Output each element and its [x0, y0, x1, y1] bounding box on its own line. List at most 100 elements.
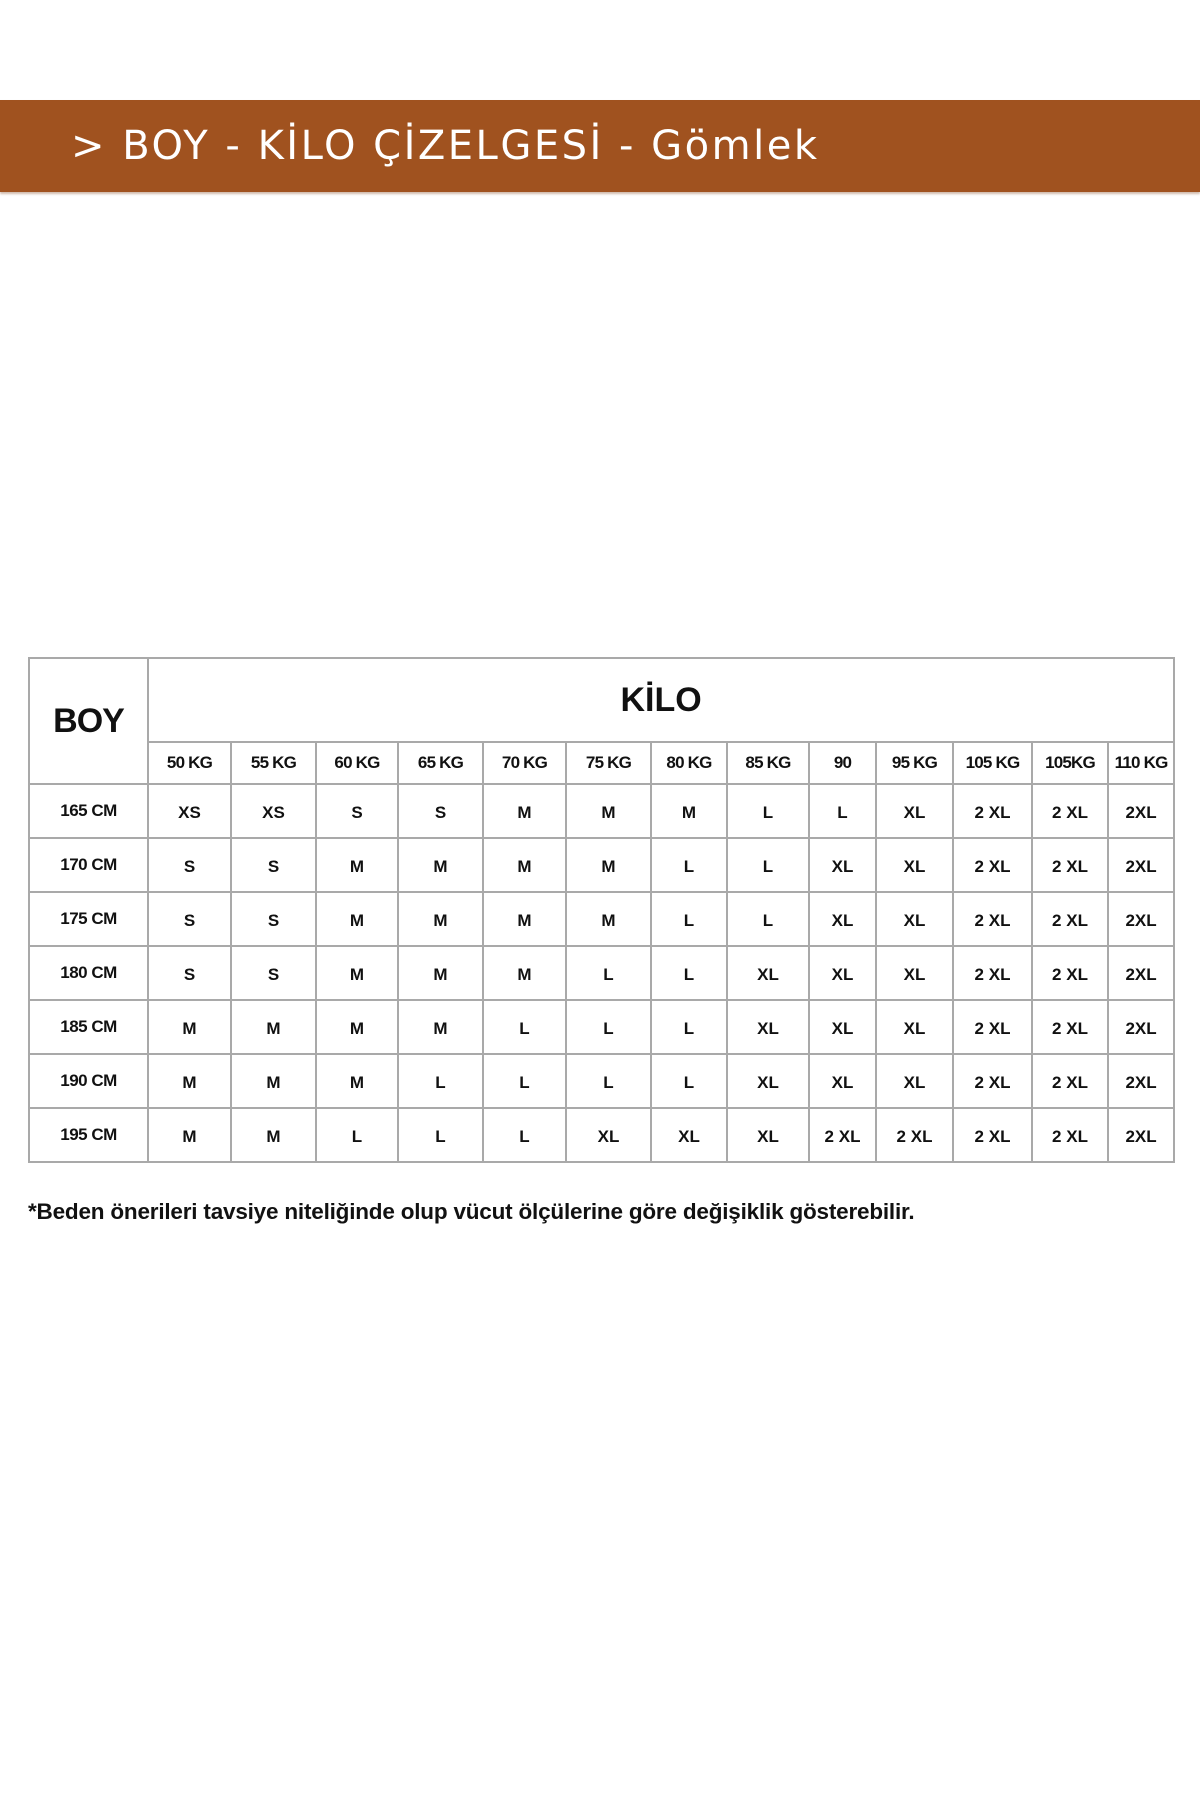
size-cell: M: [230, 1107, 317, 1163]
size-cell: XL: [875, 999, 954, 1055]
size-cell: L: [565, 945, 652, 1001]
size-cell: L: [726, 891, 810, 947]
size-cell: 2 XL: [1031, 837, 1109, 893]
weight-header: 90: [808, 741, 877, 785]
table-row: 170 CM S S M M M M L L XL XL 2 XL 2 XL 2XL: [28, 837, 1176, 893]
size-cell: L: [397, 1107, 484, 1163]
weight-header: 95 KG: [875, 741, 954, 785]
size-cell: 2XL: [1106, 999, 1176, 1055]
size-cell: L: [565, 999, 652, 1055]
size-cell: S: [147, 837, 232, 893]
size-cell: L: [808, 783, 877, 839]
table-row: 190 CM M M M L L L L XL XL XL 2 XL 2 XL 2XL: [28, 1053, 1176, 1109]
size-cell: S: [230, 945, 317, 1001]
size-cell: 2 XL: [952, 783, 1033, 839]
size-cell: L: [650, 837, 728, 893]
size-cell: M: [565, 783, 652, 839]
size-cell: 2 XL: [1031, 999, 1109, 1055]
size-cell: M: [482, 945, 567, 1001]
size-cell: XL: [875, 891, 954, 947]
size-cell: L: [650, 891, 728, 947]
size-cell: XL: [808, 837, 877, 893]
table-row: 180 CM S S M M M L L XL XL XL 2 XL 2 XL 2XL: [28, 945, 1176, 1001]
weight-header: 110 KG: [1106, 741, 1176, 785]
weight-header: 55 KG: [230, 741, 317, 785]
size-cell: L: [650, 999, 728, 1055]
table-row: 165 CM XS XS S S M M M L L XL 2 XL 2 XL 2XL: [28, 783, 1176, 839]
height-label: 190 CM: [28, 1053, 149, 1109]
kilo-header: KİLO: [146, 657, 1176, 743]
size-cell: XL: [875, 837, 954, 893]
size-cell: L: [397, 1053, 484, 1109]
size-cell: S: [147, 891, 232, 947]
size-cell: M: [315, 945, 399, 1001]
size-cell: M: [230, 999, 317, 1055]
size-cell: M: [650, 783, 728, 839]
size-cell: XS: [147, 783, 232, 839]
size-cell: XL: [565, 1107, 652, 1163]
size-cell: M: [482, 783, 567, 839]
size-cell: XL: [650, 1107, 728, 1163]
size-cell: 2 XL: [808, 1107, 877, 1163]
size-cell: L: [482, 1053, 567, 1109]
size-cell: 2 XL: [1031, 1053, 1109, 1109]
size-cell: M: [565, 891, 652, 947]
height-label: 165 CM: [28, 783, 149, 839]
size-cell: 2 XL: [952, 1107, 1033, 1163]
size-cell: M: [397, 999, 484, 1055]
weight-header: 105KG: [1031, 741, 1109, 785]
table-row: 175 CM S S M M M M L L XL XL 2 XL 2 XL 2XL: [28, 891, 1176, 947]
size-cell: L: [650, 945, 728, 1001]
size-cell: 2 XL: [952, 945, 1033, 1001]
size-cell: XL: [808, 891, 877, 947]
size-cell: M: [397, 945, 484, 1001]
size-cell: XL: [875, 1053, 954, 1109]
size-cell: L: [565, 1053, 652, 1109]
height-label: 185 CM: [28, 999, 149, 1055]
size-cell: 2 XL: [952, 891, 1033, 947]
size-cell: XL: [808, 999, 877, 1055]
height-label: 195 CM: [28, 1107, 149, 1163]
size-cell: XL: [726, 945, 810, 1001]
size-cell: 2 XL: [952, 1053, 1033, 1109]
size-cell: M: [147, 999, 232, 1055]
size-cell: S: [397, 783, 484, 839]
size-cell: 2 XL: [875, 1107, 954, 1163]
size-cell: XL: [875, 945, 954, 1001]
size-cell: S: [315, 783, 399, 839]
size-cell: XL: [808, 945, 877, 1001]
table-row: 185 CM M M M M L L L XL XL XL 2 XL 2 XL 2XL: [28, 999, 1176, 1055]
height-label: 170 CM: [28, 837, 149, 893]
table-row: 195 CM M M L L L XL XL XL 2 XL 2 XL 2 XL 2 XL 2XL: [28, 1107, 1176, 1163]
footnote: *Beden önerileri tavsiye niteliğinde olu…: [28, 1199, 915, 1224]
size-cell: L: [650, 1053, 728, 1109]
weight-header: 70 KG: [482, 741, 567, 785]
size-cell: S: [230, 891, 317, 947]
size-cell: M: [315, 837, 399, 893]
size-cell: 2 XL: [952, 999, 1033, 1055]
weight-header: 80 KG: [650, 741, 728, 785]
size-cell: M: [315, 1053, 399, 1109]
size-cell: XL: [726, 1107, 810, 1163]
height-label: 180 CM: [28, 945, 149, 1001]
size-cell: M: [397, 891, 484, 947]
size-cell: 2 XL: [1031, 945, 1109, 1001]
boy-header: BOY: [28, 657, 149, 785]
size-cell: XL: [808, 1053, 877, 1109]
size-cell: M: [482, 891, 567, 947]
size-cell: M: [482, 837, 567, 893]
weight-header: 85 KG: [726, 741, 810, 785]
size-cell: 2XL: [1106, 783, 1176, 839]
size-cell: 2 XL: [1031, 1107, 1109, 1163]
size-cell: 2 XL: [1031, 891, 1109, 947]
size-cell: S: [230, 837, 317, 893]
size-cell: M: [147, 1107, 232, 1163]
size-cell: 2 XL: [952, 837, 1033, 893]
size-cell: 2XL: [1106, 1107, 1176, 1163]
size-cell: 2 XL: [1031, 783, 1109, 839]
weight-header: 75 KG: [565, 741, 652, 785]
size-cell: M: [315, 999, 399, 1055]
size-cell: XL: [875, 783, 954, 839]
size-cell: M: [315, 891, 399, 947]
weight-header: 50 KG: [147, 741, 232, 785]
